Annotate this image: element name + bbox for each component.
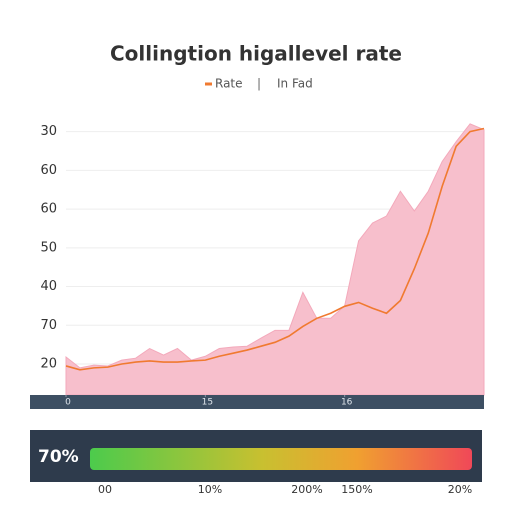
- x-axis-band: [30, 395, 484, 409]
- gauge-scale-label: 150%: [341, 483, 372, 496]
- legend-label: Rate: [215, 77, 243, 91]
- gauge-bar: [90, 448, 472, 470]
- y-tick-label: 30: [40, 124, 57, 139]
- gauge-scale-label: 20%: [448, 483, 472, 496]
- y-tick-label: 50: [40, 240, 57, 255]
- line: [65, 127, 485, 371]
- y-tick-label: 40: [40, 279, 57, 294]
- y-tick-label: 70: [40, 318, 57, 333]
- chart-title: Collingtion higallevel rate: [110, 42, 402, 66]
- gauge-scale-label: 00: [98, 483, 112, 496]
- legend-label: In Fad: [277, 77, 313, 91]
- y-tick-label: 60: [40, 202, 57, 217]
- y-tick-label: 20: [40, 357, 57, 372]
- x-tick-label: 0: [65, 398, 71, 408]
- legend-separator: |: [257, 77, 261, 91]
- gauge-scale-label: 200%: [291, 483, 322, 496]
- x-tick-label: 15: [202, 398, 213, 408]
- gauge-scale-label: 10%: [198, 483, 222, 496]
- gauge-label: 70%: [38, 447, 79, 467]
- area: [65, 123, 485, 396]
- y-tick-label: 60: [40, 163, 57, 178]
- x-tick-label: 16: [341, 398, 353, 408]
